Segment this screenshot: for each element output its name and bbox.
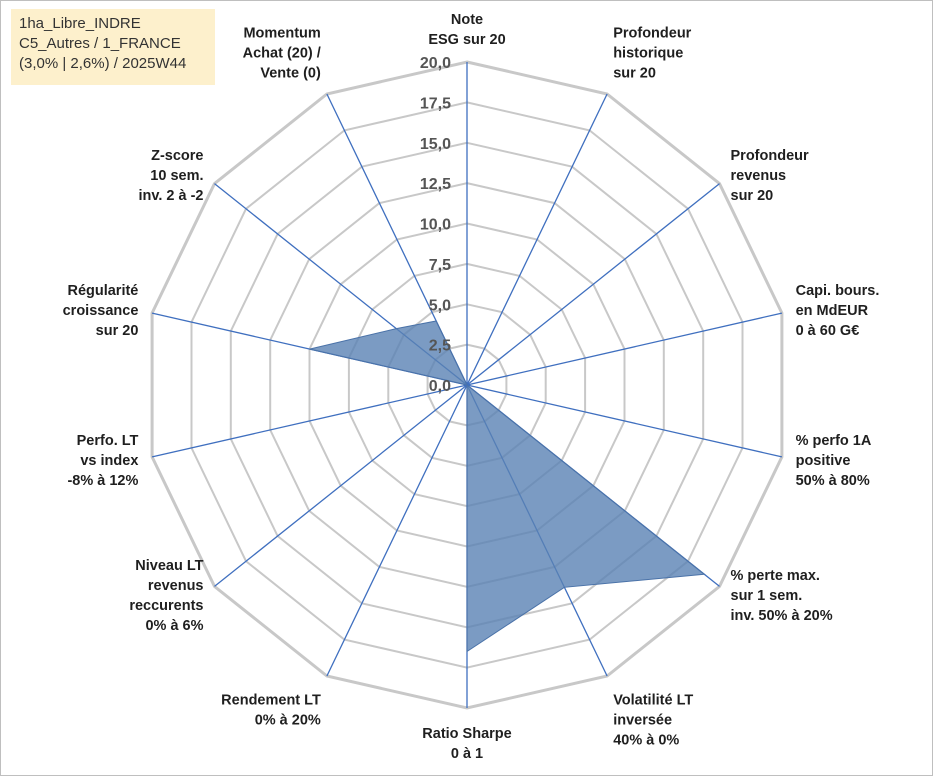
axis-label-line: sur 20	[613, 65, 656, 81]
axis-label-line: ESG sur 20	[428, 32, 505, 48]
axis-spoke-10	[214, 384, 468, 587]
axis-label-line: Perfo. LT	[77, 433, 139, 449]
axis-label-line: revenus	[731, 168, 787, 184]
axis-label-line: croissance	[63, 303, 139, 319]
axis-label-10: Niveau LT revenus reccurents 0% à 6%	[129, 558, 203, 634]
axis-spoke-5	[466, 384, 783, 458]
info-line-2: C5_Autres / 1_FRANCE	[19, 35, 181, 52]
axis-label-line: 10 sem.	[150, 168, 203, 184]
axis-label-line: revenus	[148, 578, 204, 594]
axis-label-4: Capi. bours. en MdEUR 0 à 60 G€	[796, 283, 880, 339]
axis-label-line: 0 à 60 G€	[796, 323, 860, 339]
axis-label-line: 50% à 80%	[796, 473, 870, 489]
axis-label-5: % perfo 1A positive 50% à 80%	[796, 433, 872, 489]
category-labels: Note ESG sur 20 Profondeur historique sur 20…	[63, 12, 880, 762]
axis-label-8: Ratio Sharpe 0 à 1	[422, 726, 511, 762]
axis-label-line: inv. 2 à -2	[138, 188, 203, 204]
axis-label-line: % perte max.	[731, 568, 820, 584]
axis-spoke-9	[326, 384, 468, 677]
axis-label-6: % perte max. sur 1 sem. inv. 50% à 20%	[731, 568, 833, 624]
axis-label-line: Profondeur	[731, 148, 809, 164]
axis-label-line: positive	[796, 453, 851, 469]
tick-label-3: 5,0	[429, 297, 451, 314]
axis-label-1: Note ESG sur 20	[428, 12, 505, 48]
info-line-3: (3,0% | 2,6%) / 2025W44	[19, 55, 187, 72]
axis-label-line: 0 à 1	[451, 746, 483, 762]
axis-spoke-4	[466, 312, 783, 386]
axis-label-line: Régularité	[67, 283, 138, 299]
axis-label-line: sur 1 sem.	[731, 588, 803, 604]
axis-label-13: Z-score 10 sem. inv. 2 à -2	[138, 148, 203, 204]
tick-label-4: 7,5	[429, 257, 451, 274]
axis-label-line: sur 20	[731, 188, 774, 204]
tick-label-8: 17,5	[420, 95, 451, 112]
axis-label-line: Z-score	[151, 148, 203, 164]
axis-label-9: Rendement LT 0% à 20%	[221, 693, 321, 729]
axis-label-line: Volatilité LT	[613, 693, 693, 709]
axis-label-line: Niveau LT	[135, 558, 203, 574]
axis-label-line: Note	[451, 12, 483, 28]
info-box: 1ha_Libre_INDRE C5_Autres / 1_FRANCE (3,…	[11, 9, 215, 85]
axis-label-2: Profondeur historique sur 20	[613, 25, 691, 81]
axis-label-11: Perfo. LT vs index -8% à 12%	[67, 433, 138, 489]
axis-label-line: Profondeur	[613, 25, 691, 41]
tick-label-5: 10,0	[420, 217, 451, 234]
axis-spoke-3	[466, 183, 720, 386]
axis-label-line: Momentum	[243, 25, 320, 41]
series-area-1	[309, 320, 706, 653]
axis-label-12: Régularité croissance sur 20	[63, 283, 139, 339]
info-line-1: 1ha_Libre_INDRE	[19, 15, 141, 32]
axis-label-line: Capi. bours.	[796, 283, 880, 299]
axis-label-line: sur 20	[96, 323, 139, 339]
axis-label-line: Ratio Sharpe	[422, 726, 511, 742]
axis-label-line: 0% à 6%	[145, 618, 203, 634]
axis-label-line: -8% à 12%	[67, 473, 138, 489]
axis-label-line: historique	[613, 45, 683, 61]
tick-label-7: 15,0	[420, 136, 451, 153]
axis-spoke-11	[151, 384, 468, 458]
axis-label-line: inv. 50% à 20%	[731, 608, 833, 624]
axis-label-line: vs index	[80, 453, 138, 469]
axis-label-line: Rendement LT	[221, 693, 321, 709]
axis-label-line: en MdEUR	[796, 303, 869, 319]
axis-label-line: % perfo 1A	[796, 433, 872, 449]
axis-label-line: inversée	[613, 713, 672, 729]
tick-label-9: 20,0	[420, 55, 451, 72]
axis-label-3: Profondeur revenus sur 20	[731, 148, 809, 204]
axis-spoke-2	[466, 93, 608, 386]
axis-label-line: reccurents	[129, 598, 203, 614]
axis-label-line: Vente (0)	[260, 65, 321, 81]
tick-label-6: 12,5	[420, 176, 451, 193]
tick-label-2: 2,5	[429, 338, 451, 355]
axis-label-line: Achat (20) /	[243, 45, 321, 61]
axis-label-line: 0% à 20%	[255, 713, 321, 729]
tick-labels: 0,0 2,5 5,0 7,5 10,0 12,5 15,0 17,5 20,0	[420, 55, 451, 395]
axis-label-line: 40% à 0%	[613, 733, 679, 749]
axis-label-7: Volatilité LT inversée 40% à 0%	[613, 693, 693, 749]
series-area	[309, 320, 706, 653]
axis-label-14: Momentum Achat (20) / Vente (0)	[243, 25, 321, 81]
tick-label-1: 0,0	[429, 378, 451, 395]
